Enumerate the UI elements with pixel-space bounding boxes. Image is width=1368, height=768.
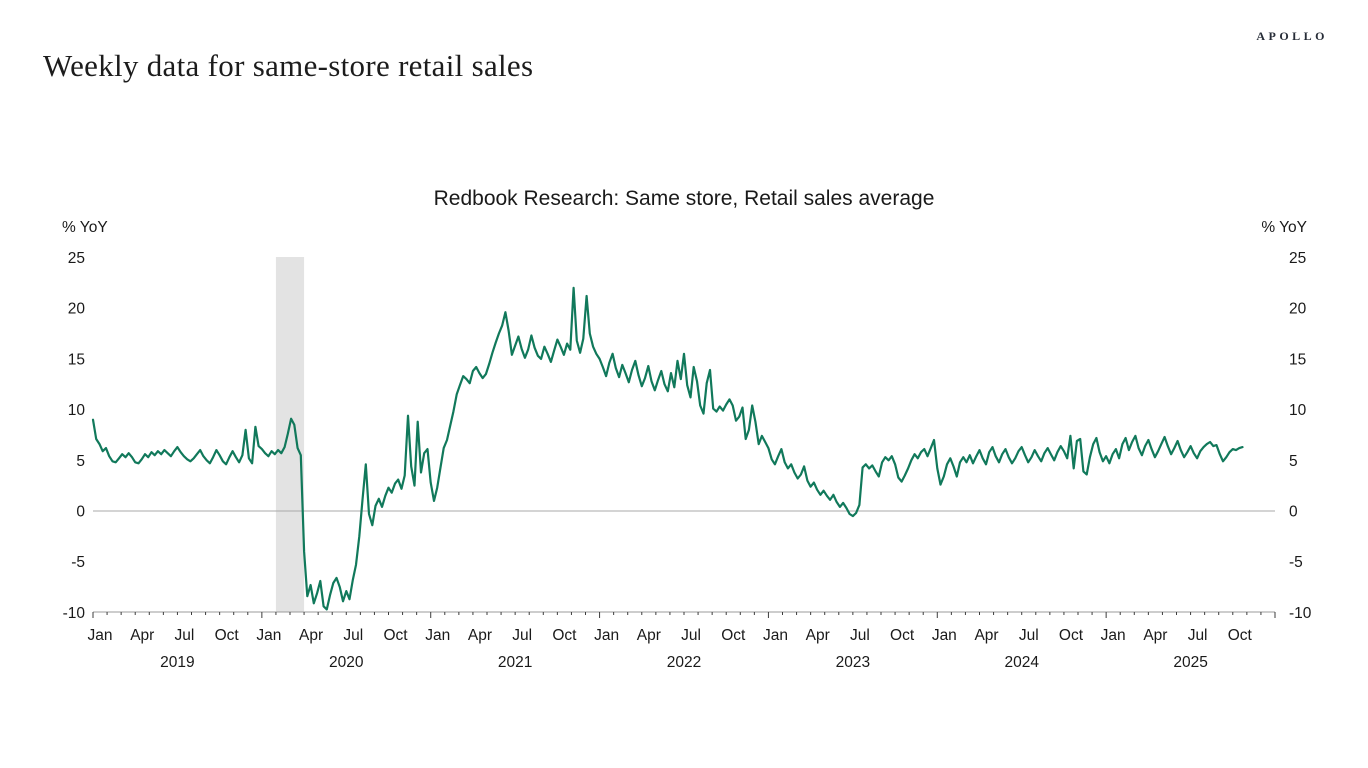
x-month-label: Oct xyxy=(1059,627,1084,644)
x-month-label: Jul xyxy=(343,627,363,644)
recession-band xyxy=(275,257,305,612)
x-month-label: Jul xyxy=(512,627,532,644)
y-tick-label-right: 15 xyxy=(1289,351,1306,368)
x-month-label: Apr xyxy=(806,627,830,644)
y-tick-label-right: 5 xyxy=(1289,453,1298,470)
x-month-label: Oct xyxy=(721,627,746,644)
x-year-label: 2019 xyxy=(160,654,194,671)
y-tick-label-right: -10 xyxy=(1289,605,1312,622)
x-month-label: Jan xyxy=(425,627,450,644)
x-year-label: 2024 xyxy=(1004,654,1039,671)
x-year-label: 2020 xyxy=(329,654,364,671)
page-title: Weekly data for same-store retail sales xyxy=(43,48,534,83)
y-tick-label-left: 25 xyxy=(68,250,85,267)
y-tick-label-right: -5 xyxy=(1289,554,1303,571)
y-tick-label-left: 20 xyxy=(68,301,86,318)
x-month-label: Apr xyxy=(637,627,661,644)
x-month-label: Jan xyxy=(594,627,619,644)
x-month-label: Apr xyxy=(299,627,323,644)
y-tick-label-right: 20 xyxy=(1289,301,1307,318)
chart-title: Redbook Research: Same store, Retail sal… xyxy=(433,187,935,210)
data-line xyxy=(91,286,1244,611)
x-month-label: Oct xyxy=(890,627,915,644)
x-month-label: Apr xyxy=(468,627,492,644)
x-month-label: Jan xyxy=(932,627,957,644)
x-month-label: Jan xyxy=(1101,627,1126,644)
y-tick-label-left: -10 xyxy=(63,605,86,622)
x-month-label: Oct xyxy=(1228,627,1253,644)
y-tick-label-right: 25 xyxy=(1289,250,1306,267)
x-month-label: Jul xyxy=(1019,627,1039,644)
x-year-label: 2021 xyxy=(498,654,532,671)
y-tick-label-right: 0 xyxy=(1289,504,1298,521)
y-tick-label-left: -5 xyxy=(71,554,85,571)
y-axis-unit-left: % YoY xyxy=(62,219,108,236)
y-tick-label-left: 15 xyxy=(68,351,85,368)
y-tick-label-left: 0 xyxy=(76,504,85,521)
x-month-label: Apr xyxy=(1143,627,1167,644)
x-month-label: Jul xyxy=(1188,627,1208,644)
x-month-label: Jan xyxy=(88,627,113,644)
x-month-label: Oct xyxy=(383,627,408,644)
y-tick-label-right: 10 xyxy=(1289,402,1307,419)
x-month-label: Jul xyxy=(681,627,701,644)
x-month-label: Jul xyxy=(175,627,195,644)
x-month-label: Jan xyxy=(763,627,788,644)
y-tick-label-left: 10 xyxy=(68,402,86,419)
x-month-label: Oct xyxy=(552,627,577,644)
x-month-label: Jul xyxy=(850,627,870,644)
y-axis-unit-right: % YoY xyxy=(1261,219,1307,236)
apollo-logo: APOLLO xyxy=(1256,29,1328,43)
x-year-label: 2022 xyxy=(667,654,701,671)
x-month-label: Apr xyxy=(130,627,154,644)
x-year-label: 2023 xyxy=(836,654,870,671)
x-month-label: Oct xyxy=(215,627,240,644)
y-tick-label-left: 5 xyxy=(76,453,85,470)
x-month-label: Jan xyxy=(256,627,281,644)
x-month-label: Apr xyxy=(974,627,998,644)
x-year-label: 2025 xyxy=(1173,654,1207,671)
